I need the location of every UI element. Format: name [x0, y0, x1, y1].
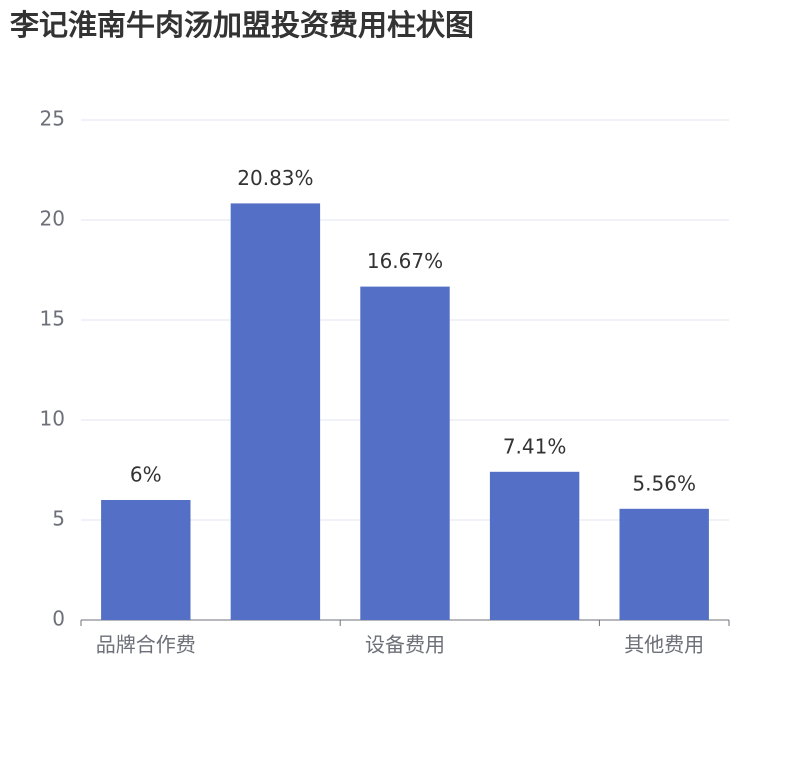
- chart-title: 李记淮南牛肉汤加盟投资费用柱状图: [10, 8, 474, 42]
- value-label: 6%: [130, 463, 162, 487]
- value-label: 5.56%: [632, 471, 696, 495]
- bar: [489, 471, 580, 620]
- bar: [101, 500, 191, 620]
- bar: [619, 508, 709, 620]
- y-tick-label: 0: [52, 607, 65, 631]
- value-label: 16.67%: [367, 249, 443, 273]
- y-tick-label: 15: [40, 307, 65, 331]
- x-tick-label: 其他费用: [624, 633, 704, 657]
- x-tick-label: 品牌合作费: [96, 633, 196, 657]
- y-tick-label: 10: [40, 407, 65, 431]
- bar: [360, 286, 450, 620]
- y-tick-label: 5: [52, 507, 65, 531]
- value-label: 7.41%: [503, 434, 567, 458]
- value-label: 20.83%: [237, 166, 313, 190]
- y-tick-label: 25: [40, 107, 65, 131]
- y-tick-label: 20: [40, 207, 65, 231]
- bar: [230, 203, 321, 620]
- x-tick-label: 设备费用: [365, 633, 445, 657]
